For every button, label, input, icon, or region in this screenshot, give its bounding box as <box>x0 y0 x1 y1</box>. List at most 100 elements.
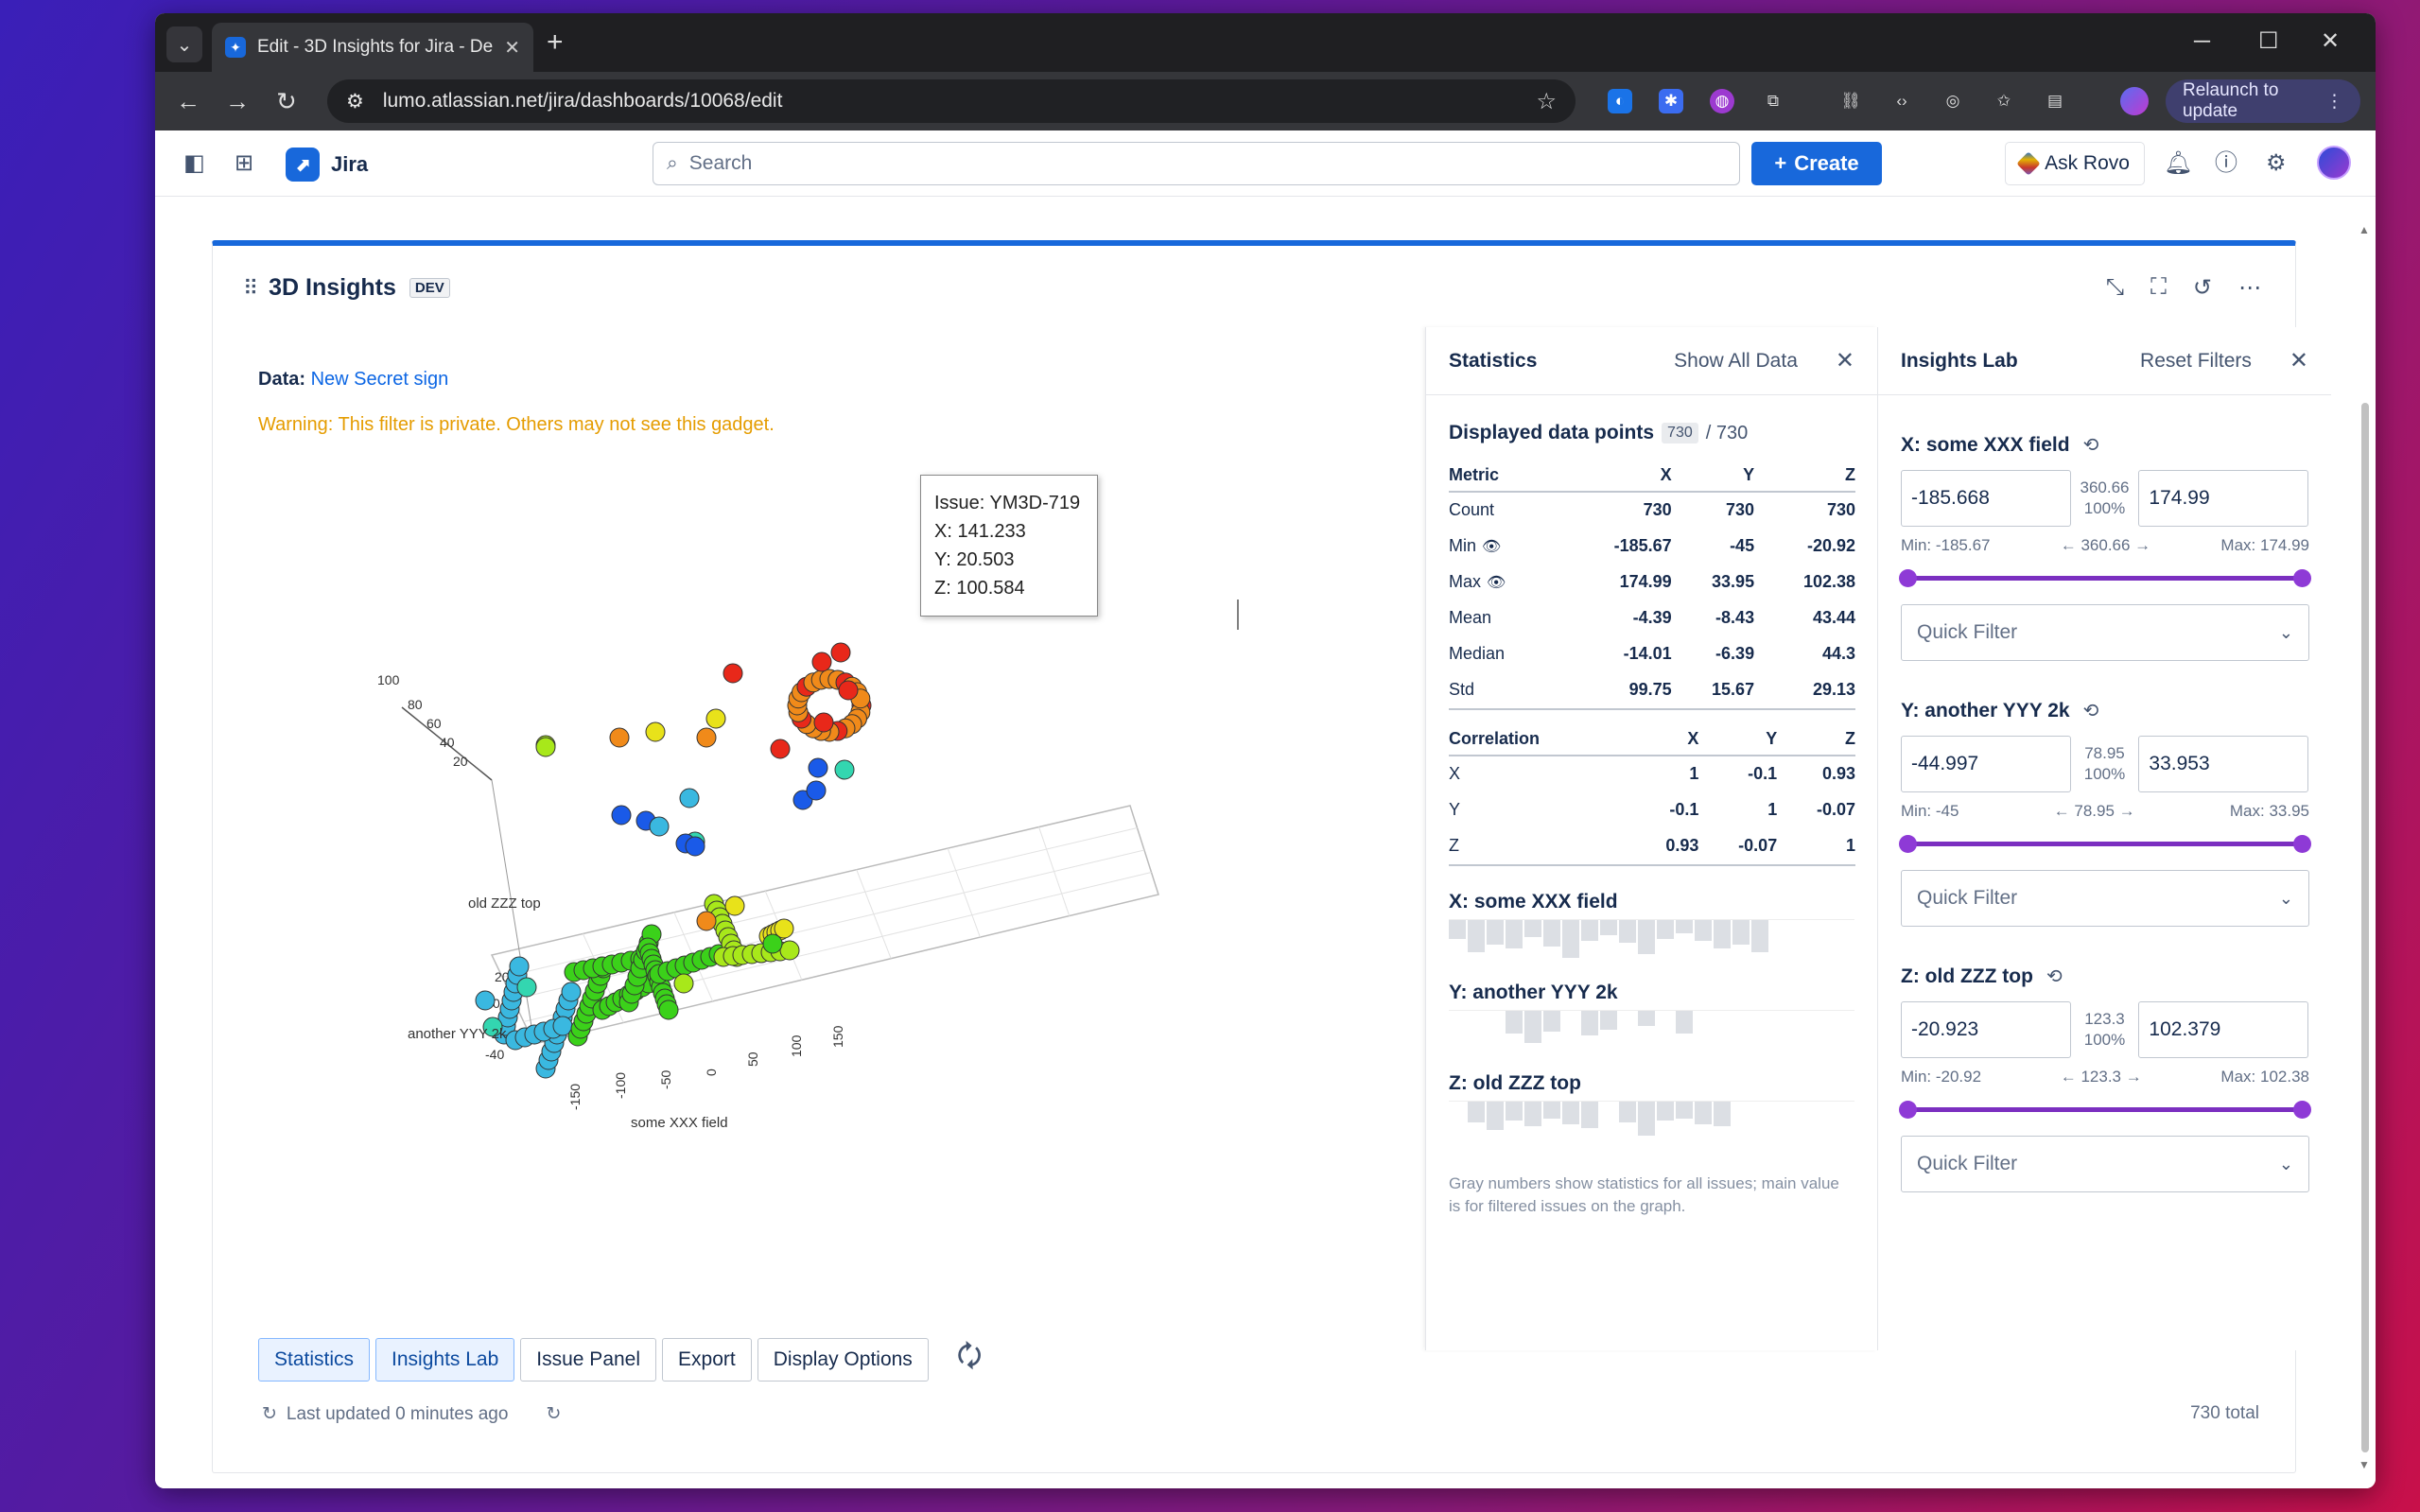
scatter-point[interactable] <box>813 712 834 733</box>
minimize-icon[interactable]: ─ <box>2194 28 2211 54</box>
scatter-point[interactable] <box>679 788 700 808</box>
scatter-point[interactable] <box>611 805 632 826</box>
show-all-data-button[interactable]: Show All Data <box>1674 349 1798 372</box>
link-icon[interactable]: ⛓ <box>1840 92 1861 110</box>
auto-refresh-icon[interactable]: 🗘 <box>956 1341 983 1372</box>
more-options-icon[interactable]: ⋯ <box>2238 275 2261 301</box>
range-min-input[interactable]: -20.923 <box>1901 1001 2071 1058</box>
slider-min-handle[interactable] <box>1899 835 1917 853</box>
extension-1-icon[interactable]: ◐ <box>1608 89 1632 113</box>
reset-filters-button[interactable]: Reset Filters <box>2140 349 2252 372</box>
scatter-point[interactable] <box>811 652 832 672</box>
range-slider[interactable] <box>1899 1100 2311 1119</box>
scatter-point[interactable] <box>705 708 726 729</box>
scatter-point[interactable] <box>838 680 859 701</box>
insights-lab-tab-button[interactable]: Insights Lab <box>375 1337 515 1382</box>
scatter-point[interactable] <box>834 759 855 780</box>
favorites-icon[interactable]: ✩ <box>1996 92 2011 110</box>
drag-handle-icon[interactable]: ⠿ <box>243 275 258 300</box>
screenshot-icon[interactable]: ◎ <box>1945 92 1960 110</box>
refresh-now-icon[interactable]: ↻ <box>546 1404 562 1424</box>
reset-field-icon[interactable]: ⟲ <box>2082 435 2099 456</box>
scatter-3d-plot[interactable]: 20406080100-40-20020-150-100-50050100150… <box>251 463 1423 1144</box>
scatter-point[interactable] <box>482 1017 503 1037</box>
scatter-point[interactable] <box>535 737 556 757</box>
scatter-point[interactable] <box>561 982 582 1002</box>
ask-rovo-button[interactable]: Ask Rovo <box>2005 142 2145 185</box>
back-icon[interactable]: ← <box>176 87 200 115</box>
slider-max-handle[interactable] <box>2293 569 2311 587</box>
browser-profile-avatar[interactable] <box>2120 87 2149 115</box>
display-options-button[interactable]: Display Options <box>757 1337 929 1382</box>
close-tab-icon[interactable]: ✕ <box>504 37 520 59</box>
quick-filter-select[interactable]: Quick Filter ⌄ <box>1901 604 2309 661</box>
scatter-point[interactable] <box>516 977 537 998</box>
settings-gear-icon[interactable]: ⚙ <box>2266 150 2287 176</box>
scatter-point[interactable] <box>830 642 851 663</box>
reading-list-icon[interactable]: ▤ <box>2046 92 2063 110</box>
scatter-point[interactable] <box>808 757 828 778</box>
bookmark-star-icon[interactable]: ☆ <box>1536 88 1557 114</box>
help-icon[interactable]: ⓘ <box>2215 150 2237 176</box>
scatter-point[interactable] <box>779 940 800 961</box>
close-window-icon[interactable]: ✕ <box>2321 28 2341 54</box>
search-input[interactable]: ⌕ Search <box>653 142 1740 185</box>
scroll-up-icon[interactable]: ▲ <box>2359 223 2370 236</box>
close-lab-icon[interactable]: ✕ <box>2289 348 2308 374</box>
forward-icon[interactable]: → <box>225 87 250 115</box>
new-tab-icon[interactable]: + <box>547 26 564 58</box>
create-button[interactable]: + Create <box>1751 142 1882 185</box>
scatter-point[interactable] <box>723 663 743 684</box>
scatter-point[interactable] <box>696 727 717 748</box>
notifications-bell-icon[interactable]: 🔔︎ <box>2164 150 2193 176</box>
reload-icon[interactable]: ↻ <box>276 87 297 115</box>
issue-panel-button[interactable]: Issue Panel <box>520 1337 657 1382</box>
slider-min-handle[interactable] <box>1899 1101 1917 1119</box>
range-min-input[interactable]: -44.997 <box>1901 736 2071 792</box>
refresh-gadget-icon[interactable]: ↺ <box>2192 275 2212 301</box>
scatter-point[interactable] <box>762 933 783 954</box>
relaunch-button[interactable]: Relaunch to update ⋮ <box>2166 79 2360 123</box>
sidebar-toggle-icon[interactable]: ◧ <box>183 150 205 176</box>
extensions-puzzle-icon[interactable]: ⧉ <box>1767 92 1780 110</box>
page-scrollbar[interactable]: ▲ ▼ <box>2359 223 2372 1471</box>
scroll-down-icon[interactable]: ▼ <box>2359 1458 2370 1471</box>
scatter-point[interactable] <box>509 956 530 977</box>
code-icon[interactable]: ‹› <box>1896 92 1907 110</box>
eye-icon[interactable]: 👁︎ <box>1487 575 1506 591</box>
filter-link[interactable]: New Secret sign <box>310 369 449 390</box>
scrollbar-thumb[interactable] <box>2361 403 2369 1452</box>
scatter-point[interactable] <box>649 816 670 837</box>
scatter-point[interactable] <box>475 990 496 1011</box>
range-max-input[interactable]: 33.953 <box>2138 736 2308 792</box>
quick-filter-select[interactable]: Quick Filter ⌄ <box>1901 1136 2309 1192</box>
scatter-point[interactable] <box>673 973 694 994</box>
range-max-input[interactable]: 174.99 <box>2138 470 2308 527</box>
scatter-point[interactable] <box>645 721 666 742</box>
site-info-icon[interactable]: ⚙ <box>346 90 364 113</box>
extension-3-icon[interactable]: ◍ <box>1710 89 1734 113</box>
extension-2-icon[interactable]: ✱ <box>1659 89 1683 113</box>
scatter-point[interactable] <box>724 895 745 916</box>
url-field[interactable]: ⚙ lumo.atlassian.net/jira/dashboards/100… <box>327 79 1576 123</box>
reset-field-icon[interactable]: ⟲ <box>2046 966 2063 987</box>
minimize-gadget-icon[interactable]: ⤡ <box>2105 274 2125 300</box>
scatter-point[interactable] <box>609 727 630 748</box>
statistics-tab-button[interactable]: Statistics <box>258 1337 371 1382</box>
scatter-point[interactable] <box>696 911 717 931</box>
scatter-point[interactable] <box>806 780 827 801</box>
jira-logo[interactable]: ⬈ Jira <box>286 148 368 182</box>
close-statistics-icon[interactable]: ✕ <box>1835 348 1854 374</box>
scatter-point[interactable] <box>774 918 794 939</box>
scatter-point[interactable] <box>658 999 679 1020</box>
range-min-input[interactable]: -185.668 <box>1901 470 2071 527</box>
quick-filter-select[interactable]: Quick Filter ⌄ <box>1901 870 2309 927</box>
app-switcher-icon[interactable]: ⊞ <box>235 150 254 176</box>
reset-field-icon[interactable]: ⟲ <box>2082 701 2099 721</box>
user-avatar[interactable] <box>2317 146 2351 180</box>
range-slider[interactable] <box>1899 834 2311 853</box>
fullscreen-icon[interactable]: ⛶ <box>2150 274 2167 300</box>
export-button[interactable]: Export <box>662 1337 752 1382</box>
slider-max-handle[interactable] <box>2293 1101 2311 1119</box>
browser-tab[interactable]: ✦ Edit - 3D Insights for Jira - Dem ✕ <box>212 23 533 72</box>
